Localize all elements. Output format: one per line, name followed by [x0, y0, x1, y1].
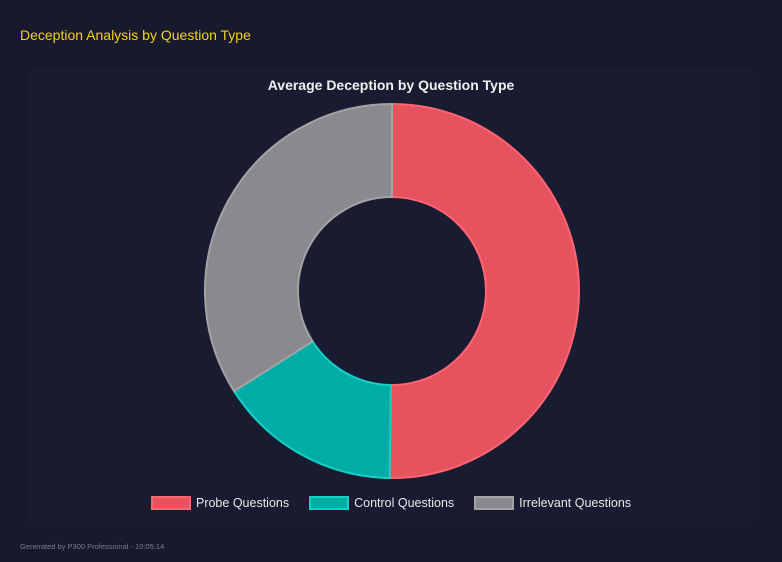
legend-swatch [309, 496, 350, 510]
legend-item[interactable]: Control Questions [309, 496, 454, 510]
legend-swatch [474, 496, 515, 510]
slice-probe-questions[interactable] [388, 102, 581, 479]
legend-swatch [150, 496, 191, 510]
footer-text: Generated by P300 Professional - 10:05:1… [20, 542, 165, 551]
legend-item[interactable]: Irrelevant Questions [474, 496, 631, 510]
chart-legend: Probe Questions Control Questions Irreleva… [0, 496, 782, 510]
legend-item[interactable]: Probe Questions [150, 496, 290, 510]
page-heading: Deception Analysis by Question Type [20, 27, 251, 43]
slice-irrelevant-questions[interactable] [204, 102, 393, 393]
chart-title: Average Deception by Question Type [267, 77, 515, 93]
slice-control-questions[interactable] [232, 339, 392, 479]
legend-label: Control Questions [354, 496, 455, 510]
legend-label: Probe Questions [195, 496, 290, 510]
legend-label: Irrelevant Questions [519, 496, 632, 510]
